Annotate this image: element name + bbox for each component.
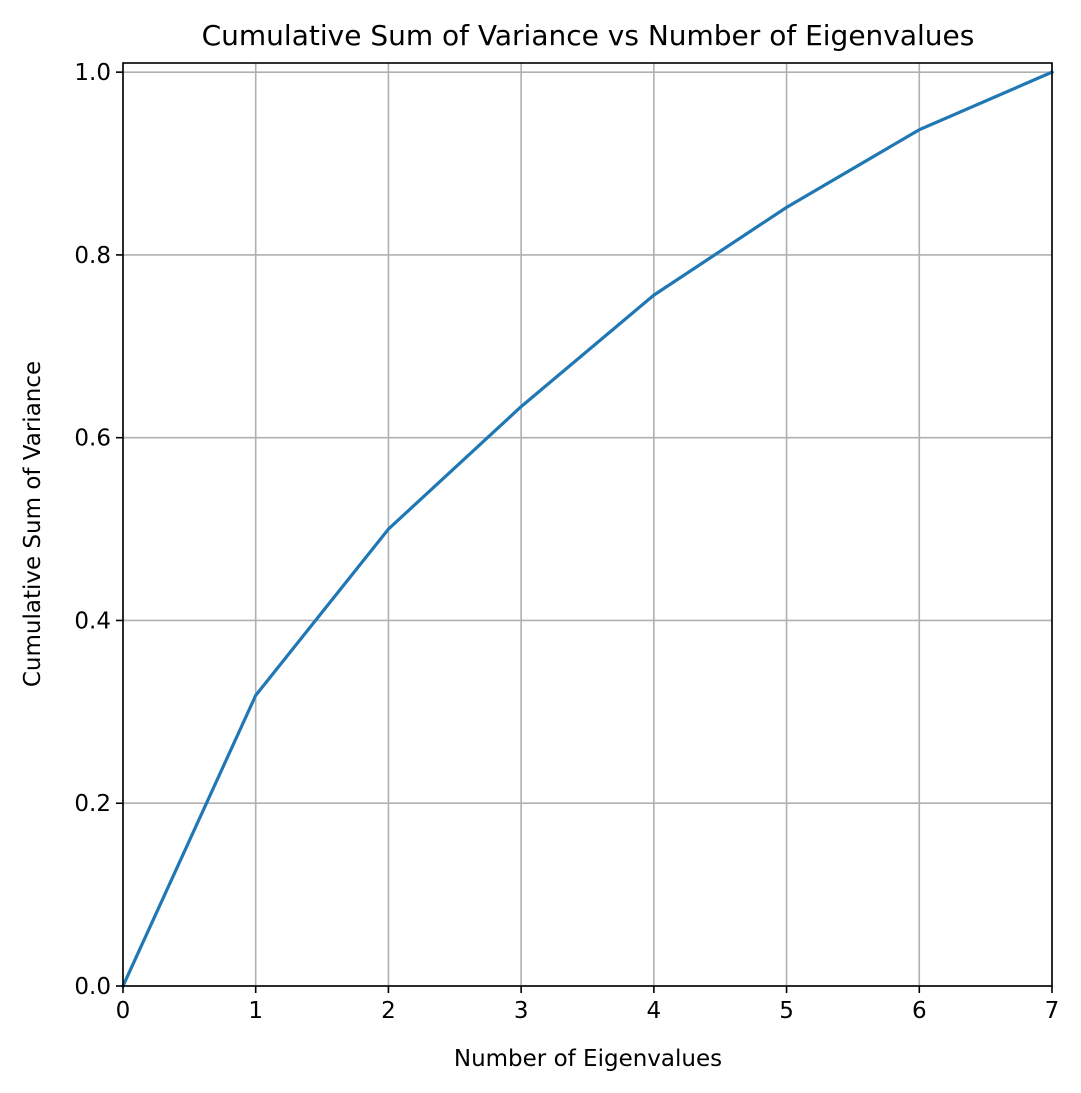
- y-axis: 0.0 0.2 0.4 0.6 0.8 1.0: [74, 60, 123, 1000]
- x-tick-label: 2: [381, 998, 396, 1024]
- x-axis-label: Number of Eigenvalues: [454, 1046, 722, 1072]
- y-tick-label: 1.0: [74, 60, 111, 86]
- plot-frame: [122, 62, 1053, 987]
- y-tick-label: 0.4: [74, 608, 111, 634]
- y-tick-label: 0.2: [74, 791, 111, 817]
- grid-layer: [122, 63, 1053, 987]
- y-tick-label: 0.8: [74, 243, 111, 269]
- x-axis: 0 1 2 3 4 5 6 7: [116, 986, 1060, 1024]
- y-axis-label: Cumulative Sum of Variance: [20, 361, 46, 687]
- chart-title: Cumulative Sum of Variance vs Number of …: [202, 19, 975, 52]
- x-tick-label: 0: [116, 998, 131, 1024]
- x-tick-label: 3: [514, 998, 529, 1024]
- series-line: [120, 70, 1055, 989]
- x-tick-label: 5: [779, 998, 794, 1024]
- y-tick-label: 0.0: [74, 974, 111, 1000]
- x-tick-label: 6: [912, 998, 927, 1024]
- x-tick-label: 1: [248, 998, 263, 1024]
- x-tick-label: 7: [1045, 998, 1060, 1024]
- x-tick-label: 4: [647, 998, 662, 1024]
- series-layer: [120, 70, 1055, 989]
- y-tick-label: 0.6: [74, 426, 111, 452]
